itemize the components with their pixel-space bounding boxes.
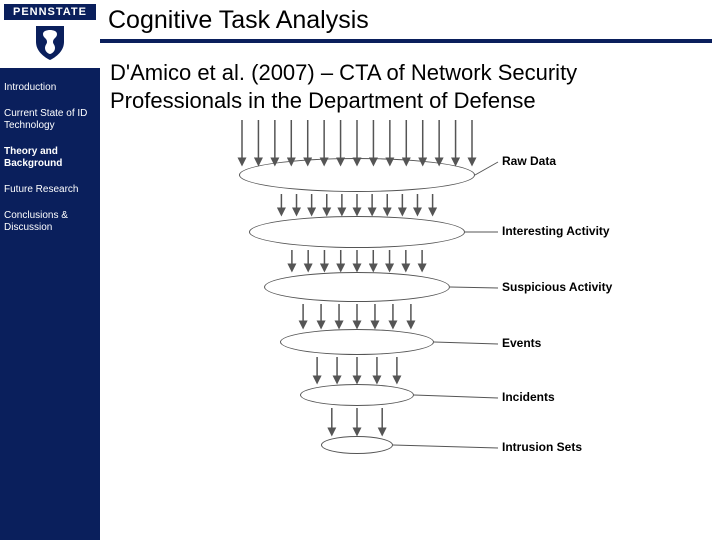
funnel-level-1 — [249, 216, 465, 248]
main: Cognitive Task Analysis D'Amico et al. (… — [100, 0, 720, 540]
slide: PENNSTATE Introduction Current State of I… — [0, 0, 720, 540]
sidebar-item-4[interactable]: Conclusions & Discussion — [4, 210, 96, 234]
funnel-diagram: Raw Data Interesting Activity Suspicious A… — [212, 120, 612, 470]
funnel-label-0: Raw Data — [502, 154, 556, 168]
logo-text: PENNSTATE — [4, 4, 96, 20]
sidebar-item-2[interactable]: Theory and Background — [4, 146, 96, 170]
funnel-label-3: Events — [502, 336, 541, 350]
funnel-level-5 — [321, 436, 393, 454]
shield-icon — [4, 20, 96, 64]
funnel-label-2: Suspicious Activity — [502, 280, 612, 294]
sidebar-item-1[interactable]: Current State of ID Technology — [4, 108, 96, 132]
page-title: Cognitive Task Analysis — [108, 6, 712, 35]
sidebar-item-3[interactable]: Future Research — [4, 184, 96, 196]
funnel-level-2 — [264, 272, 450, 302]
funnel-label-1: Interesting Activity — [502, 224, 610, 238]
sidebar-item-0[interactable]: Introduction — [4, 82, 96, 94]
title-bar: Cognitive Task Analysis — [100, 0, 720, 37]
funnel-label-4: Incidents — [502, 390, 555, 404]
funnel-level-3 — [280, 329, 434, 355]
headline: D'Amico et al. (2007) – CTA of Network S… — [110, 59, 714, 114]
logo: PENNSTATE — [0, 0, 100, 68]
funnel-level-0 — [239, 158, 475, 192]
nav: Introduction Current State of ID Technolo… — [0, 68, 100, 248]
diagram-wrap: Raw Data Interesting Activity Suspicious A… — [110, 120, 714, 470]
funnel-label-5: Intrusion Sets — [502, 440, 582, 454]
content: D'Amico et al. (2007) – CTA of Network S… — [100, 43, 720, 540]
funnel-level-4 — [300, 384, 414, 406]
sidebar: PENNSTATE Introduction Current State of I… — [0, 0, 100, 540]
